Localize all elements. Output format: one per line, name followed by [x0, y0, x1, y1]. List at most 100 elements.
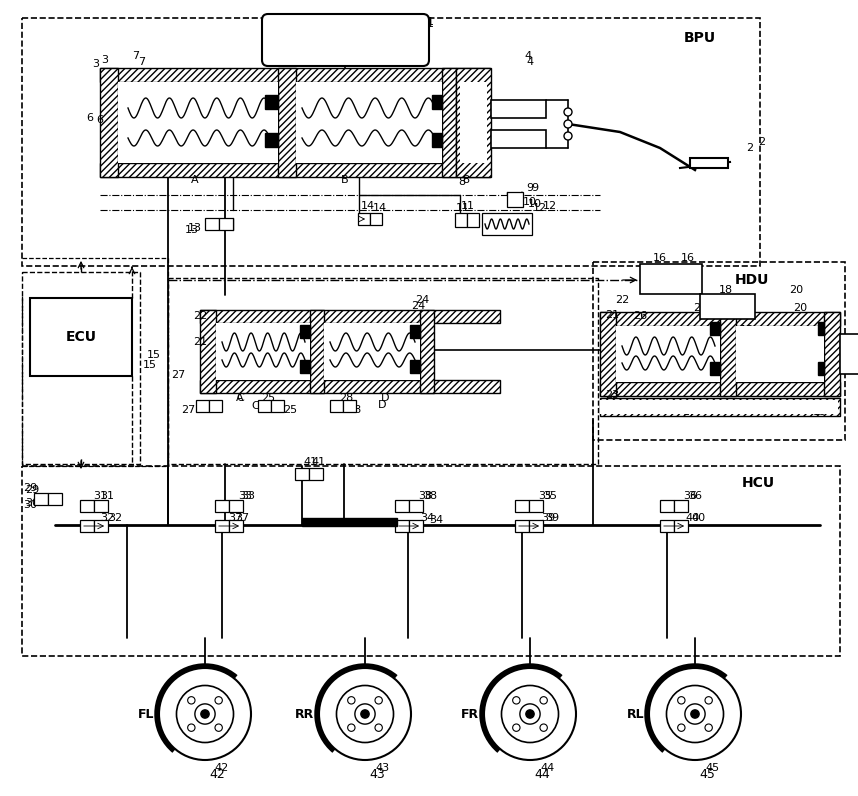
Bar — [100, 163, 490, 177]
Bar — [200, 310, 500, 323]
Bar — [265, 95, 278, 109]
Text: 39: 39 — [541, 513, 555, 523]
Bar — [205, 218, 219, 230]
Bar — [229, 520, 243, 532]
Text: 26: 26 — [633, 311, 647, 321]
Text: 28: 28 — [339, 393, 353, 403]
Text: 42: 42 — [209, 767, 225, 781]
Bar — [442, 68, 456, 177]
Text: 45: 45 — [699, 767, 715, 781]
Text: 24: 24 — [415, 295, 429, 305]
Text: 18: 18 — [719, 285, 733, 295]
Text: 33: 33 — [238, 491, 252, 501]
Bar — [395, 520, 409, 532]
Text: 37: 37 — [228, 513, 242, 523]
Text: 9: 9 — [531, 183, 539, 193]
Bar — [674, 500, 688, 512]
Circle shape — [361, 710, 369, 718]
Text: 19: 19 — [813, 407, 827, 417]
Text: 36: 36 — [683, 491, 697, 501]
Text: 34: 34 — [420, 513, 434, 523]
Text: 29: 29 — [23, 483, 37, 493]
Circle shape — [215, 724, 222, 732]
Circle shape — [159, 668, 251, 760]
Bar — [700, 294, 755, 319]
Text: 37: 37 — [235, 513, 249, 523]
Circle shape — [564, 108, 572, 116]
Text: 30: 30 — [23, 500, 37, 510]
Text: 22: 22 — [615, 295, 629, 305]
Text: 4: 4 — [524, 51, 532, 61]
Bar — [710, 322, 720, 335]
Bar — [370, 213, 382, 225]
Bar — [456, 68, 491, 177]
Bar — [410, 325, 420, 338]
Text: 38: 38 — [418, 491, 432, 501]
Text: A: A — [236, 393, 244, 403]
Text: 3: 3 — [93, 59, 100, 69]
Bar — [48, 493, 62, 505]
Bar — [482, 213, 532, 235]
Text: RR: RR — [295, 708, 314, 720]
Text: 11: 11 — [456, 203, 470, 213]
Bar — [300, 325, 310, 338]
Circle shape — [188, 696, 195, 704]
Circle shape — [705, 696, 712, 704]
Circle shape — [678, 724, 685, 732]
Bar — [491, 100, 546, 118]
Bar — [395, 500, 409, 512]
Text: B: B — [341, 175, 349, 185]
Text: 12: 12 — [533, 203, 547, 213]
Text: 23: 23 — [603, 403, 617, 413]
Bar — [200, 380, 500, 393]
Text: 19: 19 — [825, 403, 839, 413]
Text: ECU: ECU — [65, 330, 96, 344]
Circle shape — [355, 704, 375, 724]
Bar — [432, 133, 442, 147]
Text: 39: 39 — [545, 513, 559, 523]
Text: 17: 17 — [683, 407, 697, 417]
Text: 7: 7 — [138, 57, 146, 67]
Text: 45: 45 — [706, 763, 720, 773]
Bar — [529, 520, 543, 532]
Bar — [100, 68, 490, 82]
Text: D: D — [381, 393, 390, 403]
Bar — [420, 310, 434, 393]
Text: 29: 29 — [25, 485, 39, 495]
Text: 41: 41 — [311, 457, 325, 467]
Circle shape — [319, 668, 411, 760]
Circle shape — [375, 724, 383, 732]
Text: 14: 14 — [361, 201, 375, 211]
Circle shape — [347, 696, 355, 704]
Circle shape — [705, 724, 712, 732]
Bar — [196, 400, 209, 412]
Bar — [824, 312, 840, 396]
Circle shape — [520, 704, 541, 724]
Bar — [600, 382, 840, 396]
Text: 2: 2 — [758, 137, 765, 147]
Circle shape — [685, 704, 705, 724]
Bar — [507, 192, 523, 207]
Circle shape — [678, 696, 685, 704]
Text: 23: 23 — [605, 390, 619, 400]
Bar — [330, 400, 343, 412]
Circle shape — [513, 696, 520, 704]
Text: HCU: HCU — [741, 476, 775, 490]
Text: 25: 25 — [283, 405, 297, 415]
Bar — [616, 326, 720, 382]
Bar — [258, 400, 271, 412]
Bar — [455, 213, 467, 227]
Circle shape — [501, 685, 559, 743]
Bar — [324, 323, 420, 380]
Circle shape — [188, 724, 195, 732]
Bar — [515, 520, 529, 532]
Text: 14: 14 — [373, 203, 387, 213]
Text: 34: 34 — [429, 515, 443, 525]
Text: 21: 21 — [605, 310, 619, 320]
Circle shape — [526, 710, 535, 718]
Bar — [168, 278, 598, 464]
Bar — [674, 520, 688, 532]
Text: 30: 30 — [25, 498, 39, 508]
Text: 1: 1 — [426, 19, 433, 29]
Bar — [296, 82, 442, 163]
